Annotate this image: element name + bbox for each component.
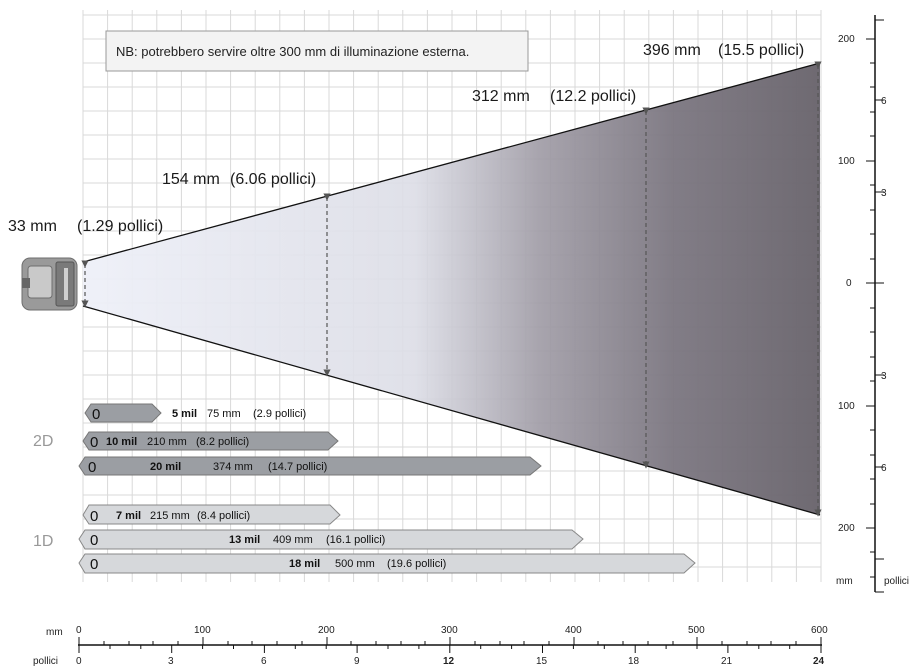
bottom-in-tick-9: 9 bbox=[354, 656, 360, 667]
right-axis: 200 100 0 100 200 6 3 3 6 mm pollici bbox=[836, 15, 909, 593]
bottom-axis-in-label: pollici bbox=[33, 656, 58, 667]
right-axis-in-label: pollici bbox=[884, 576, 909, 587]
bar-2d-10mil bbox=[82, 431, 339, 451]
scanner-device-icon bbox=[21, 257, 78, 311]
bottom-in-tick-18: 18 bbox=[628, 656, 640, 667]
right-in-tick-6-top: 6 bbox=[881, 96, 887, 107]
bottom-in-tick-3: 3 bbox=[168, 656, 174, 667]
bar-1d-7mil bbox=[82, 504, 341, 525]
bottom-in-tick-0: 0 bbox=[76, 656, 82, 667]
right-mm-tick-100-top: 100 bbox=[838, 156, 855, 167]
bar-1d-18mil-in: (19.6 pollici) bbox=[387, 558, 446, 570]
bar-2d-20mil-in: (14.7 pollici) bbox=[268, 461, 327, 473]
width-154-in: (6.06 pollici) bbox=[230, 171, 316, 188]
bar-1d-18mil-mm: 500 mm bbox=[335, 558, 375, 570]
bar-1d-7mil-mm: 215 mm bbox=[150, 510, 190, 522]
bar-2d-20mil bbox=[78, 456, 542, 476]
width-312-mm: 312 mm bbox=[472, 88, 530, 105]
scan-field-cone bbox=[83, 63, 820, 515]
width-154-mm: 154 mm bbox=[162, 171, 220, 188]
width-312-in: (12.2 pollici) bbox=[550, 88, 636, 105]
bottom-mm-tick-500: 500 bbox=[688, 625, 705, 636]
bottom-in-tick-6: 6 bbox=[261, 656, 267, 667]
bar-2d-5mil-mm: 75 mm bbox=[207, 408, 241, 420]
bar-2d-10mil-zero: 0 bbox=[90, 434, 98, 451]
right-in-tick-6-bottom: 6 bbox=[881, 463, 887, 474]
bar-2d-5mil-in: (2.9 pollici) bbox=[253, 408, 306, 420]
cone-lower-edge bbox=[82, 305, 821, 516]
right-mm-tick-100-bottom: 100 bbox=[838, 401, 855, 412]
bottom-mm-tick-300: 300 bbox=[441, 625, 458, 636]
bottom-axis: mm pollici 0 100 200 300 400 500 600 0 3… bbox=[33, 625, 828, 667]
right-mm-tick-0: 0 bbox=[846, 278, 852, 289]
cone-upper-edge bbox=[82, 62, 821, 263]
bar-1d-13mil-mm: 409 mm bbox=[273, 534, 313, 546]
bottom-mm-tick-200: 200 bbox=[318, 625, 335, 636]
bar-1d-18mil-mil: 18 mil bbox=[289, 558, 320, 570]
bar-2d-20mil-mm: 374 mm bbox=[213, 461, 253, 473]
bar-1d-13mil bbox=[78, 529, 584, 550]
width-33-mm: 33 mm bbox=[8, 218, 57, 235]
bar-1d-7mil-mil: 7 mil bbox=[116, 510, 141, 522]
right-axis-mm-label: mm bbox=[836, 576, 853, 587]
right-mm-tick-200-bottom: 200 bbox=[838, 523, 855, 534]
note-text: NB: potrebbero servire oltre 300 mm di i… bbox=[116, 44, 469, 59]
bottom-in-tick-15: 15 bbox=[536, 656, 548, 667]
bar-1d-18mil bbox=[78, 553, 696, 574]
bottom-mm-tick-600: 600 bbox=[811, 625, 828, 636]
bottom-mm-tick-400: 400 bbox=[565, 625, 582, 636]
bar-2d-5mil-mil: 5 mil bbox=[172, 408, 197, 420]
bar-1d-13mil-zero: 0 bbox=[90, 532, 98, 549]
group-label-1d: 1D bbox=[33, 533, 53, 550]
bar-1d-13mil-in: (16.1 pollici) bbox=[326, 534, 385, 546]
right-mm-tick-200-top: 200 bbox=[838, 34, 855, 45]
bar-1d-13mil-mil: 13 mil bbox=[229, 534, 260, 546]
width-33-in: (1.29 pollici) bbox=[77, 218, 163, 235]
right-in-tick-3-bottom: 3 bbox=[881, 371, 887, 382]
bar-1d-18mil-zero: 0 bbox=[90, 556, 98, 573]
group-label-2d: 2D bbox=[33, 433, 53, 450]
bottom-in-tick-24: 24 bbox=[813, 656, 825, 667]
bottom-in-tick-21: 21 bbox=[721, 656, 733, 667]
bottom-mm-tick-100: 100 bbox=[194, 625, 211, 636]
bar-2d-5mil bbox=[84, 403, 162, 423]
note-box bbox=[105, 30, 529, 72]
bottom-axis-mm-label: mm bbox=[46, 627, 63, 638]
bar-2d-20mil-zero: 0 bbox=[88, 459, 96, 476]
bar-1d-7mil-zero: 0 bbox=[90, 508, 98, 525]
bar-2d-10mil-mil: 10 mil bbox=[106, 436, 137, 448]
bar-2d-20mil-mil: 20 mil bbox=[150, 461, 181, 473]
right-in-tick-3-top: 3 bbox=[881, 188, 887, 199]
bottom-mm-tick-0: 0 bbox=[76, 625, 82, 636]
width-396-mm: 396 mm bbox=[643, 42, 701, 59]
width-396-in: (15.5 pollici) bbox=[718, 42, 804, 59]
dimension-arrows bbox=[81, 61, 822, 517]
bar-2d-10mil-mm: 210 mm bbox=[147, 436, 187, 448]
bottom-in-tick-12: 12 bbox=[443, 656, 455, 667]
bar-2d-5mil-zero: 0 bbox=[92, 406, 100, 423]
bar-2d-10mil-in: (8.2 pollici) bbox=[196, 436, 249, 448]
bar-1d-7mil-in: (8.4 pollici) bbox=[197, 510, 250, 522]
